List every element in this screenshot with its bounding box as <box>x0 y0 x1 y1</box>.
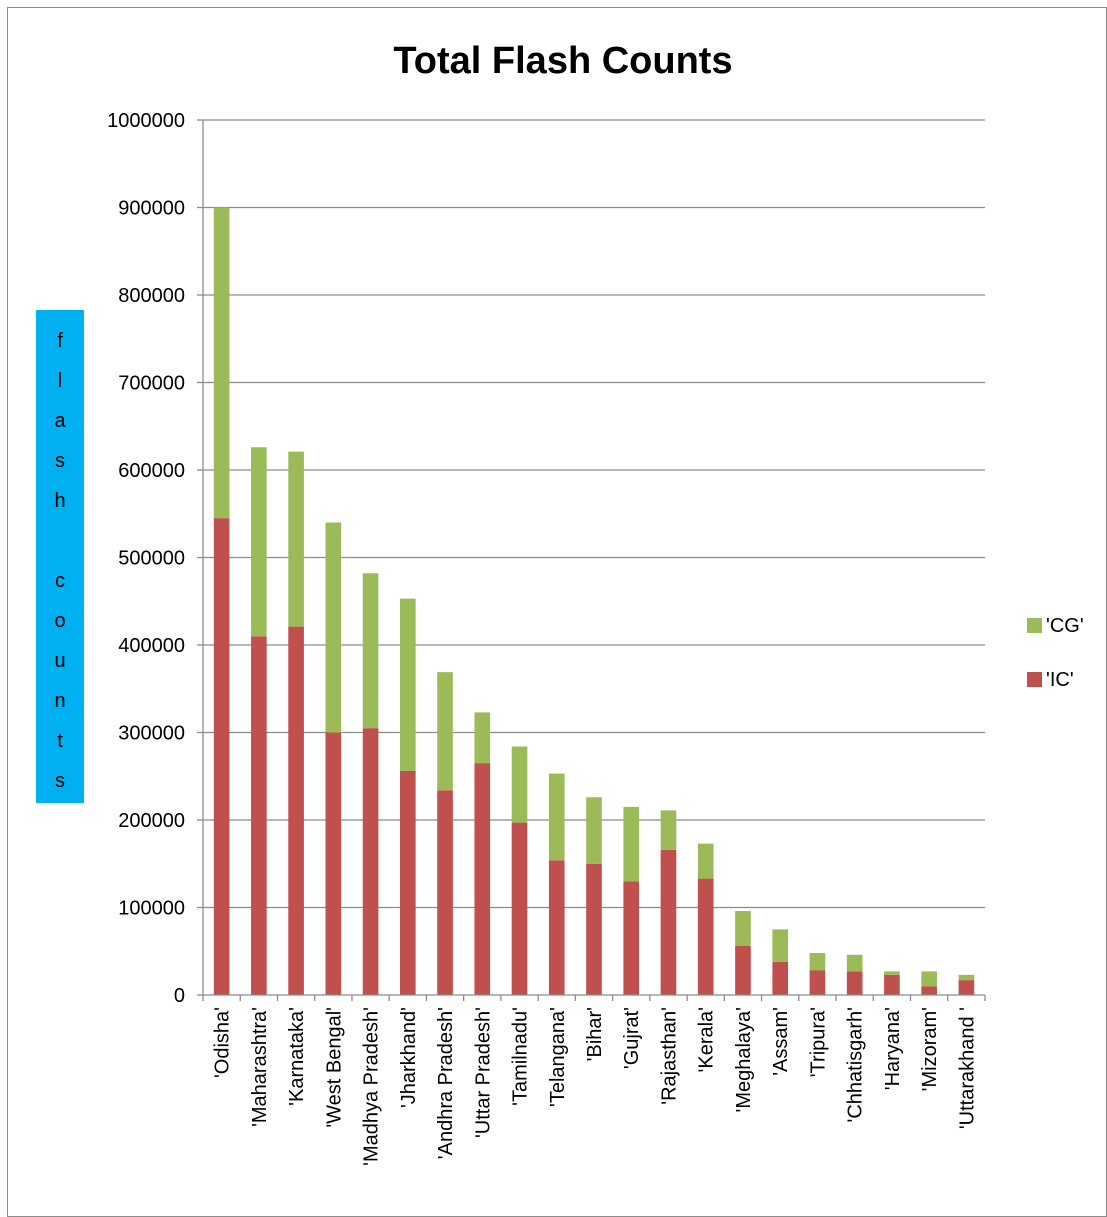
bar-cg <box>623 806 640 882</box>
y-axis-title-char: l <box>57 370 63 392</box>
x-tick-label: 'Maharashtra' <box>249 1007 271 1127</box>
y-axis-title-char: t <box>57 730 63 752</box>
x-tick-label: 'Tamilnadu' <box>510 1007 532 1106</box>
y-tick-label: 1000000 <box>107 110 185 132</box>
bar-ic <box>437 790 453 995</box>
bar-cg <box>809 953 826 971</box>
y-axis-title-char: u <box>54 650 66 672</box>
legend: 'CG' 'IC' <box>1027 615 1084 691</box>
bar-ic <box>846 971 863 995</box>
y-tick-label: 500000 <box>118 548 185 570</box>
bar-cg <box>288 451 304 627</box>
y-axis-title-char <box>36 530 84 553</box>
y-tick-label: 0 <box>174 985 185 1007</box>
legend-label: 'CG' <box>1046 615 1084 637</box>
chart-frame <box>7 7 1107 1217</box>
bar-cg <box>511 746 528 823</box>
y-tick-label: 900000 <box>118 198 185 220</box>
y-axis-title-char: s <box>55 450 65 472</box>
bar-cg <box>884 971 900 975</box>
y-tick-label: 800000 <box>118 285 185 307</box>
bar-ic <box>362 728 379 995</box>
x-axis: 'Odisha' 'Maharashtra' 'Karnataka' 'West Be… <box>202 994 986 1166</box>
bar-ic <box>735 946 751 995</box>
x-tick-label: 'Bihar' <box>584 1007 606 1061</box>
y-axis-title-char: s <box>55 770 65 792</box>
y-axis-title-char: f <box>57 330 63 352</box>
y-axis-title-char: a <box>54 410 66 432</box>
y-axis-title-char: o <box>54 610 66 632</box>
bar-cg <box>735 911 751 946</box>
y-tick-label: 700000 <box>118 373 185 395</box>
x-tick-label: 'Rajasthan' <box>658 1007 680 1105</box>
y-axis: 0 100000 200000 300000 400000 500000 600000 700… <box>107 110 204 1007</box>
x-tick-label: 'Kerala' <box>696 1007 718 1072</box>
bar-cg <box>846 954 863 972</box>
x-tick-label: 'Odisha' <box>212 1007 234 1078</box>
x-tick-label: 'Uttarakhand ' <box>956 1007 978 1129</box>
bar-cg <box>921 971 937 987</box>
bar-ic <box>809 970 826 995</box>
y-tick-label: 100000 <box>118 898 185 920</box>
bar-cg <box>548 773 565 861</box>
x-tick-label: 'West Bengal' <box>323 1007 345 1128</box>
x-tick-label: 'Telangana' <box>547 1007 569 1107</box>
bar-ic <box>251 636 267 995</box>
x-tick-label: 'Andhra Pradesh' <box>435 1007 457 1159</box>
bar-cg <box>325 522 342 733</box>
bar-cg <box>697 843 714 879</box>
bar-ic <box>660 849 677 995</box>
bar-ic <box>511 822 528 995</box>
legend-label: 'IC' <box>1046 669 1074 691</box>
x-tick-label: 'Jharkhand' <box>398 1007 420 1108</box>
bar-cg <box>213 207 230 519</box>
legend-swatch <box>1027 618 1042 633</box>
y-axis-title-char: c <box>55 570 65 592</box>
bar-ic <box>548 860 565 995</box>
bar-cg <box>251 447 267 637</box>
y-tick-label: 600000 <box>118 460 185 482</box>
y-tick-label: 400000 <box>118 635 185 657</box>
x-tick-label: 'Gujrat' <box>621 1007 643 1069</box>
bar-ic <box>623 881 640 995</box>
bar-ic <box>213 518 230 995</box>
bar-cg <box>660 810 677 850</box>
bar-ic <box>772 961 789 995</box>
bar-ic <box>325 732 342 995</box>
y-axis-title-char: h <box>54 490 66 512</box>
bar-ic <box>921 986 937 995</box>
bar-cg <box>437 672 453 791</box>
bar-cg <box>586 797 602 864</box>
x-tick-label: 'Haryana' <box>882 1007 904 1090</box>
x-tick-label: 'Karnataka' <box>286 1007 308 1106</box>
chart-title: Total Flash Counts <box>393 40 732 82</box>
bar-ic <box>884 974 900 995</box>
y-tick-label: 300000 <box>118 723 185 745</box>
gridlines <box>203 119 985 909</box>
x-tick-label: 'Mizoram' <box>919 1007 941 1091</box>
bar-cg <box>399 598 416 771</box>
x-tick-label: 'Assam' <box>770 1007 792 1076</box>
bar-cg <box>958 974 975 981</box>
bar-ic <box>586 863 602 995</box>
bar-cg <box>772 929 789 962</box>
bars <box>213 207 975 995</box>
bar-ic <box>697 878 714 995</box>
x-tick-label: 'Meghalaya' <box>733 1007 755 1112</box>
x-tick-label: 'Uttar Pradesh' <box>472 1007 494 1138</box>
bar-ic <box>474 763 491 995</box>
bar-ic <box>399 771 416 995</box>
bar-ic <box>288 626 304 995</box>
x-tick-label: 'Chhatisgarh' <box>845 1007 867 1122</box>
y-tick-label: 200000 <box>118 810 185 832</box>
bar-cg <box>362 573 379 729</box>
x-tick-label: 'Madhya Pradesh' <box>361 1007 383 1166</box>
x-tick-label: 'Tripura' <box>807 1007 829 1077</box>
bar-ic <box>958 980 975 995</box>
legend-swatch <box>1027 672 1042 687</box>
y-axis-title-char: n <box>54 690 66 712</box>
bar-cg <box>474 712 491 764</box>
